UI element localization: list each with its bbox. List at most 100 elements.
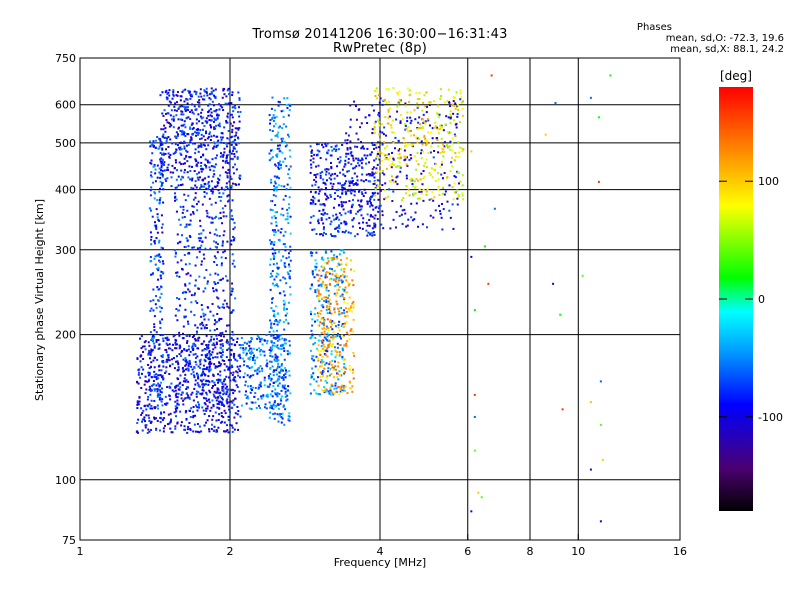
echo-point: [181, 216, 184, 219]
echo-point: [220, 421, 223, 424]
echo-point: [223, 363, 226, 366]
echo-point: [232, 110, 235, 113]
echo-point: [325, 158, 328, 161]
echo-point: [315, 251, 318, 254]
echo-point: [273, 125, 276, 128]
echo-point: [167, 145, 170, 148]
echo-point: [361, 227, 364, 230]
echo-point: [148, 344, 151, 347]
echo-point: [432, 100, 435, 103]
echo-point: [433, 126, 436, 129]
echo-point: [273, 344, 276, 347]
echo-point: [461, 150, 464, 153]
echo-point: [274, 393, 277, 396]
echo-point: [191, 368, 194, 371]
echo-point: [159, 187, 162, 190]
echo-point: [159, 169, 162, 172]
echo-point: [150, 142, 153, 145]
echo-point: [310, 155, 313, 158]
echo-point: [274, 217, 277, 220]
echo-point: [460, 96, 463, 99]
echo-point: [162, 201, 165, 204]
echo-point: [226, 103, 229, 106]
echo-point: [270, 181, 273, 184]
echo-point: [286, 398, 289, 401]
echo-point: [209, 231, 212, 234]
echo-point: [224, 257, 227, 260]
echo-point: [234, 107, 237, 110]
echo-point: [183, 316, 186, 319]
echo-point: [216, 181, 219, 184]
echo-point: [180, 163, 183, 166]
echo-point: [188, 234, 191, 237]
echo-point: [310, 198, 313, 201]
echo-point: [327, 149, 330, 152]
echo-point: [244, 384, 247, 387]
echo-point: [269, 128, 272, 131]
echo-point: [332, 182, 335, 185]
echo-point: [374, 180, 377, 183]
echo-point: [447, 116, 450, 119]
echo-point: [203, 326, 206, 329]
echo-point: [248, 367, 251, 370]
echo-point: [194, 196, 197, 199]
echo-point: [175, 114, 178, 117]
echo-point: [338, 227, 341, 230]
echo-point: [208, 430, 211, 433]
sparse-echo-point: [470, 255, 473, 258]
echo-point: [207, 318, 210, 321]
echo-point: [192, 353, 195, 356]
echo-point: [162, 133, 165, 136]
echo-point: [346, 148, 349, 151]
echo-point: [182, 162, 185, 165]
echo-point: [136, 400, 139, 403]
echo-point: [342, 387, 345, 390]
sparse-echo-point: [470, 510, 473, 513]
echo-point: [421, 223, 424, 226]
echo-point: [181, 183, 184, 186]
x-tick-label: 4: [377, 545, 384, 558]
echo-point: [150, 171, 153, 174]
echo-point: [349, 306, 352, 309]
echo-point: [158, 385, 161, 388]
echo-point: [449, 110, 452, 113]
echo-point: [287, 385, 290, 388]
echo-point: [337, 324, 340, 327]
echo-point: [323, 353, 326, 356]
echo-point: [436, 138, 439, 141]
echo-point: [188, 262, 191, 265]
echo-point: [183, 141, 186, 144]
echo-point: [275, 346, 278, 349]
echo-point: [441, 192, 444, 195]
echo-point: [332, 335, 335, 338]
echo-point: [441, 160, 444, 163]
echo-point: [312, 214, 315, 217]
echo-point: [149, 209, 152, 212]
echo-point: [339, 387, 342, 390]
echo-point: [309, 310, 312, 313]
echo-point: [341, 295, 344, 298]
echo-point: [375, 87, 378, 90]
echo-point: [270, 346, 273, 349]
echo-point: [143, 345, 146, 348]
chart-title: Tromsø 20141206 16:30:00−16:31:43: [252, 27, 508, 42]
echo-point: [199, 138, 202, 141]
echo-point: [152, 288, 155, 291]
echo-point: [310, 216, 313, 219]
echo-point: [330, 195, 333, 198]
echo-point: [203, 348, 206, 351]
echo-point: [226, 279, 229, 282]
echo-point: [396, 175, 399, 178]
echo-point: [324, 272, 327, 275]
echo-point: [399, 100, 402, 103]
echo-point: [395, 176, 398, 179]
echo-point: [161, 360, 164, 363]
echo-point: [328, 267, 331, 270]
echo-point: [361, 158, 364, 161]
echo-point: [162, 163, 165, 166]
echo-point: [229, 157, 232, 160]
echo-point: [149, 256, 152, 259]
echo-point: [272, 119, 275, 122]
echo-point: [378, 121, 381, 124]
echo-point: [225, 356, 228, 359]
